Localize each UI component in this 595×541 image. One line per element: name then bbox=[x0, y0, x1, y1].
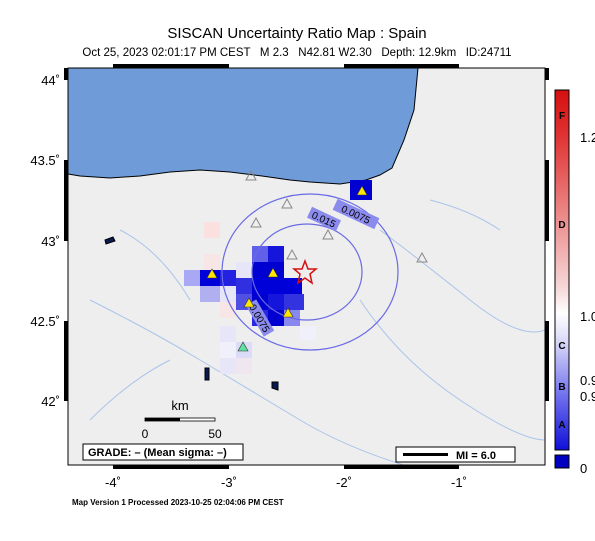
colorbar: F D C B A 1.2 1.0 0.9 0.9 0 bbox=[554, 89, 595, 476]
lon-label: -2˚ bbox=[336, 475, 352, 490]
contours bbox=[221, 193, 399, 351]
lat-label: 44˚ bbox=[41, 73, 60, 88]
epicenter bbox=[291, 258, 319, 285]
lat-label: 43˚ bbox=[41, 234, 60, 249]
frame-ticks bbox=[64, 64, 549, 469]
map-frame bbox=[67, 67, 546, 466]
mi: MI = 6.0 bbox=[456, 450, 496, 462]
colorbar-scale bbox=[554, 89, 570, 451]
title: SISCAN Uncertainty Ratio Map : Spain bbox=[167, 25, 426, 42]
lon-labels: -4˚ -3˚ -2˚ -1˚ bbox=[105, 475, 467, 490]
colorbar-letter: D bbox=[558, 220, 565, 231]
active-stations bbox=[206, 185, 368, 352]
colorbar-letter: F bbox=[559, 111, 565, 122]
mi-bar bbox=[403, 453, 448, 456]
colorbar-floor bbox=[554, 454, 570, 469]
lon-label: -3˚ bbox=[221, 475, 237, 490]
lon-label: -1˚ bbox=[451, 475, 467, 490]
sea bbox=[68, 68, 419, 185]
colorbar-tick: 0.9 bbox=[580, 389, 595, 404]
map-area: 0.015 0.0075 0.0075 bbox=[68, 68, 545, 465]
colorbar-tick: 0 bbox=[580, 461, 587, 476]
scale-bar: km 0 50 bbox=[142, 398, 222, 441]
rivers bbox=[89, 199, 545, 465]
colorbar-tick: 1.0 bbox=[580, 309, 595, 324]
lon-label: -4˚ bbox=[105, 475, 121, 490]
reservoirs bbox=[104, 236, 279, 391]
lat-label: 42˚ bbox=[41, 394, 60, 409]
scale-start: 0 bbox=[142, 427, 149, 441]
scale-unit: km bbox=[171, 398, 188, 413]
grade-box bbox=[82, 443, 244, 461]
lat-labels: 44˚ 43.5˚ 43˚ 42.5˚ 42˚ bbox=[30, 73, 60, 409]
footer: Map Version 1 Processed 2023-10-25 02:04… bbox=[72, 498, 284, 507]
subtitle: Oct 25, 2023 02:01:17 PM CEST M 2.3 N42.… bbox=[82, 47, 511, 59]
colorbar-tick: 0.9 bbox=[580, 373, 595, 388]
mi-box bbox=[395, 446, 516, 463]
colorbar-tick: 1.2 bbox=[580, 130, 595, 145]
colorbar-letter: A bbox=[558, 420, 565, 431]
grade: GRADE: – (Mean sigma: –) bbox=[88, 447, 227, 459]
stations bbox=[245, 169, 428, 263]
colorbar-letter: B bbox=[558, 382, 565, 393]
lat-label: 43.5˚ bbox=[30, 153, 60, 168]
lat-label: 42.5˚ bbox=[30, 314, 60, 329]
scale-end: 50 bbox=[208, 427, 222, 441]
colorbar-letter: C bbox=[558, 341, 565, 352]
